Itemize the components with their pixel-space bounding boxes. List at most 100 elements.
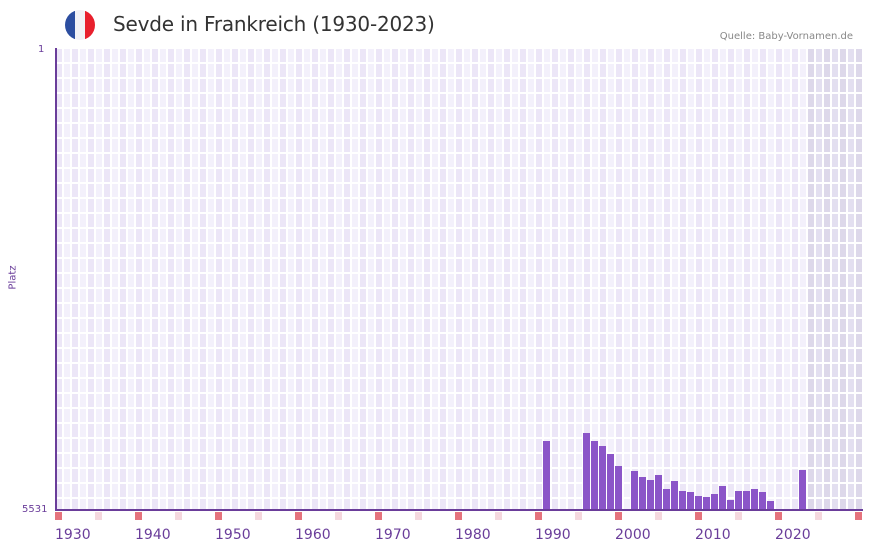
bar-2017[interactable] xyxy=(751,489,758,510)
grid-cell xyxy=(264,49,270,62)
grid-cell xyxy=(592,214,598,227)
grid-cell xyxy=(152,199,158,212)
grid-cell xyxy=(320,289,326,302)
grid-cell xyxy=(296,439,302,452)
grid-cell xyxy=(256,244,262,257)
bar-2012[interactable] xyxy=(711,494,718,510)
bar-2011[interactable] xyxy=(703,496,710,510)
grid-cell xyxy=(560,304,566,317)
grid-cell xyxy=(688,304,694,317)
bar-2014[interactable] xyxy=(727,499,734,510)
grid-cell xyxy=(656,79,662,92)
grid-cell xyxy=(752,94,758,107)
grid-cell xyxy=(384,214,390,227)
bar-2007[interactable] xyxy=(671,481,678,510)
grid-cell xyxy=(560,109,566,122)
grid-cell xyxy=(328,169,334,182)
grid-cell xyxy=(392,274,398,287)
grid-cell xyxy=(672,169,678,182)
grid-cell xyxy=(800,424,806,437)
bar-2008[interactable] xyxy=(679,491,686,510)
grid-cell xyxy=(384,124,390,137)
grid-cell xyxy=(168,409,174,422)
grid-cell xyxy=(288,274,294,287)
bar-2010[interactable] xyxy=(695,496,702,510)
bar-2004[interactable] xyxy=(647,479,654,510)
grid-cell xyxy=(592,259,598,272)
bar-2015[interactable] xyxy=(735,491,742,510)
bar-2019[interactable] xyxy=(767,501,774,510)
grid-cell xyxy=(736,394,742,407)
grid-cell xyxy=(408,454,414,467)
grid-cell xyxy=(136,499,142,510)
grid-cell xyxy=(848,229,854,242)
grid-cell xyxy=(480,244,486,257)
grid-cell xyxy=(520,244,526,257)
grid-cell xyxy=(152,229,158,242)
grid-cell xyxy=(704,184,710,197)
bar-2002[interactable] xyxy=(631,471,638,510)
grid-cell xyxy=(368,229,374,242)
grid-cell xyxy=(816,409,822,422)
grid-cell xyxy=(208,109,214,122)
grid-cell xyxy=(208,199,214,212)
grid-cell xyxy=(240,334,246,347)
bar-1991[interactable] xyxy=(543,440,550,510)
grid-cell xyxy=(240,304,246,317)
grid-cell xyxy=(168,289,174,302)
grid-cell xyxy=(312,109,318,122)
grid-cell xyxy=(696,424,702,437)
grid-cell xyxy=(192,199,198,212)
grid-cell xyxy=(120,439,126,452)
grid-cell xyxy=(816,64,822,77)
grid-cell xyxy=(504,94,510,107)
bar-2023[interactable] xyxy=(799,469,806,510)
bar-2013[interactable] xyxy=(719,486,726,510)
bar-2003[interactable] xyxy=(639,476,646,510)
bar-2018[interactable] xyxy=(759,491,766,510)
grid-cell xyxy=(520,124,526,137)
grid-cell xyxy=(328,154,334,167)
bar-1998[interactable] xyxy=(599,446,606,510)
grid-cell xyxy=(184,49,190,62)
grid-cell xyxy=(224,484,230,497)
grid-cell xyxy=(136,64,142,77)
bar-2005[interactable] xyxy=(655,474,662,510)
bar-2006[interactable] xyxy=(663,489,670,510)
bar-2009[interactable] xyxy=(687,491,694,510)
grid-cell xyxy=(696,229,702,242)
grid-cell xyxy=(432,304,438,317)
grid-cell xyxy=(424,484,430,497)
bar-1996[interactable] xyxy=(583,433,590,510)
grid-cell xyxy=(432,199,438,212)
bar-2016[interactable] xyxy=(743,491,750,510)
grid-cell xyxy=(320,349,326,362)
grid-cell xyxy=(656,379,662,392)
bar-1999[interactable] xyxy=(607,453,614,510)
grid-cell xyxy=(192,49,198,62)
grid-cell xyxy=(808,379,814,392)
grid-cell xyxy=(240,169,246,182)
grid-cell xyxy=(616,394,622,407)
grid-cell xyxy=(848,154,854,167)
grid-cell xyxy=(800,439,806,452)
grid-cell xyxy=(64,319,70,332)
grid-cell xyxy=(544,244,550,257)
grid-cell xyxy=(832,439,838,452)
grid-cell xyxy=(632,79,638,92)
grid-cell xyxy=(144,304,150,317)
grid-cell xyxy=(184,454,190,467)
grid-cell xyxy=(568,379,574,392)
grid-cell xyxy=(776,349,782,362)
grid-cell xyxy=(176,64,182,77)
grid-cell xyxy=(328,214,334,227)
grid-cell xyxy=(280,274,286,287)
grid-cell xyxy=(384,79,390,92)
grid-cell xyxy=(616,424,622,437)
grid-cell xyxy=(272,469,278,482)
bar-2000[interactable] xyxy=(615,466,622,510)
grid-cell xyxy=(128,139,134,152)
grid-cell xyxy=(296,484,302,497)
grid-cell xyxy=(120,469,126,482)
bar-1997[interactable] xyxy=(591,440,598,510)
